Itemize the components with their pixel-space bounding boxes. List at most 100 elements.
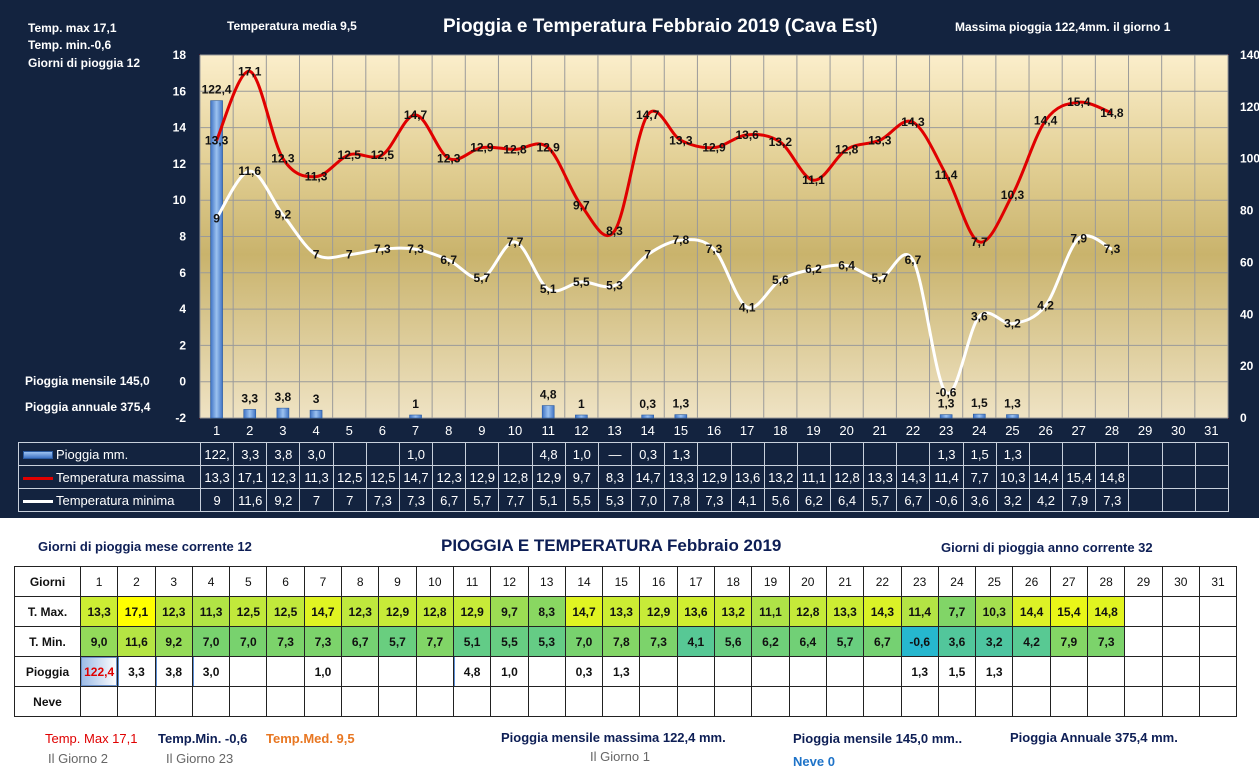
legend-label: Pioggia mm. [56,446,129,462]
cell-rain [825,656,865,687]
data-cell: 10,3 [995,465,1030,489]
data-cell: 3,3 [233,442,268,466]
data-cell: 9,2 [266,488,301,512]
data-cell: 4,1 [730,488,765,512]
data-cell: 14,3 [896,465,931,489]
data-cell: 5,6 [763,488,798,512]
cell-tmax: 12,9 [452,596,492,627]
data-cell [365,442,400,466]
cell-tmax: 9,7 [490,596,529,627]
row-label: T. Max. [14,596,81,627]
x-tick: 27 [1072,423,1086,438]
cell-days: 4 [191,566,231,597]
cell-tmin: 6,7 [341,626,380,657]
data-cell [697,442,732,466]
data-cell [1028,442,1064,466]
tmin-label: 7,3 [374,242,391,256]
tmax-label: 13,3 [205,133,229,147]
tmax-label: 14,3 [901,115,925,129]
data-cell: 11,1 [796,465,831,489]
cell-tmin [1124,626,1163,657]
max-rain-summary: Massima pioggia 122,4mm. il giorno 1 [955,20,1171,34]
data-cell [763,442,798,466]
tmax-label: 17,1 [238,64,262,78]
y-tick-left: 18 [173,48,187,62]
row-label: Pioggia [14,656,81,687]
data-cell: 12,5 [332,465,367,489]
data-cell: 4,8 [531,442,566,466]
data-cell: 5,7 [465,488,500,512]
data-cell [1095,442,1130,466]
cell-tmax: 12,5 [266,596,305,627]
tmin-label: 7,9 [1070,231,1087,245]
tmin-label: 11,6 [238,164,261,178]
cell-days: 6 [266,566,305,597]
tmax-label: 14,7 [636,108,660,122]
tmin-label: 3,2 [1004,317,1021,331]
data-cell: 13,3 [664,465,699,489]
rain-bar [210,100,223,419]
rain-label: 3,3 [241,391,258,405]
cell-days: 11 [452,566,492,597]
data-cell: 7,8 [664,488,699,512]
temp-media-summary: Temperatura media 9,5 [227,19,357,33]
cell-days: 22 [863,566,902,597]
row-label: Giorni [14,566,81,597]
cell-rain: 3,3 [117,656,156,687]
cell-days: 27 [1049,566,1089,597]
cell-tmin: 5,6 [714,626,753,657]
cell-rain [1049,656,1089,687]
cell-tmin [1198,626,1238,657]
tmax-label: 12,9 [470,141,494,155]
x-tick: 24 [972,423,986,438]
cell-rain [751,656,790,687]
cell-days: 9 [378,566,417,597]
tmax-label: 12,8 [503,142,527,156]
cell-tmax: 12,8 [788,596,827,627]
x-tick: 11 [541,423,555,438]
legend-label: Temperatura massima [56,469,185,485]
cell-days: 31 [1198,566,1238,597]
data-cell: 3,6 [962,488,997,512]
cell-tmin: 3,2 [975,626,1014,657]
data-cell [1194,488,1229,512]
rain-bar [575,414,588,419]
cell-tmin: 3,6 [937,626,977,657]
data-cell: 14,7 [398,465,434,489]
cell-tmin: 4,1 [676,626,716,657]
data-cell: 12,5 [365,465,400,489]
tmin-label: 7 [313,248,320,262]
data-cell: 12,9 [697,465,732,489]
data-cell: 3,0 [299,442,334,466]
cell-tmax: 14,7 [303,596,343,627]
cell-tmin: 7,0 [564,626,604,657]
y-tick-left: 14 [173,121,187,135]
cell-snow [1161,686,1200,717]
cell-rain [229,656,268,687]
cell-snow [564,686,604,717]
cell-days: 14 [564,566,604,597]
data-cell: 14,8 [1095,465,1130,489]
tmax-label: 12,3 [437,151,461,165]
y-tick-left: 8 [179,230,186,244]
cell-rain: 3,8 [154,656,193,687]
data-cell: 12,9 [465,465,500,489]
cell-tmax: 12,5 [229,596,268,627]
data-cell: 5,1 [531,488,566,512]
cell-rain [1161,656,1200,687]
tmax-label: 11,1 [802,173,825,187]
data-cell: 1,3 [995,442,1030,466]
rain-legend-icon [23,451,53,460]
data-cell: 7,3 [365,488,400,512]
data-cell: 11,4 [929,465,964,489]
data-cell: 3,2 [995,488,1030,512]
tmin-line [215,169,1113,395]
data-cell: 13,6 [730,465,765,489]
cell-tmin: 9,2 [154,626,193,657]
x-tick: 31 [1204,423,1218,438]
cell-rain [266,656,305,687]
x-tick: 14 [640,423,654,438]
cell-days: 18 [714,566,753,597]
x-tick: 15 [674,423,688,438]
tmax-label: 13,3 [868,133,892,147]
